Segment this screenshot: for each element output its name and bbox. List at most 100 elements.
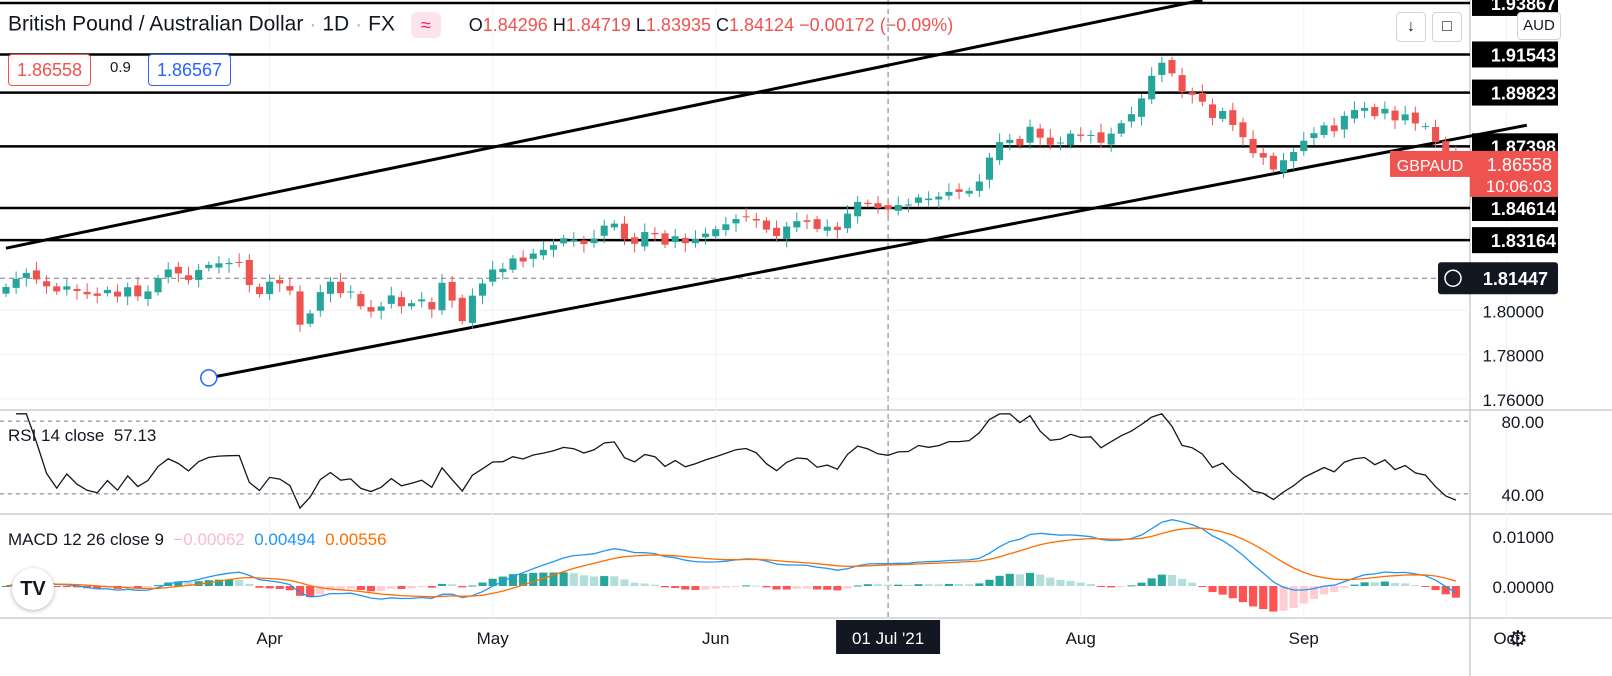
candle xyxy=(124,287,132,297)
macd-hist-bar xyxy=(1218,586,1227,595)
candle xyxy=(833,226,841,231)
macd-hist-bar xyxy=(1269,586,1278,612)
fullscreen-icon[interactable]: □ xyxy=(1432,12,1462,42)
macd-hist-bar xyxy=(965,584,974,586)
candle xyxy=(1259,153,1267,158)
macd-hist-bar xyxy=(1,586,11,587)
symbol-name[interactable]: British Pound / Australian Dollar xyxy=(8,12,304,36)
candle xyxy=(316,292,324,311)
tradingview-logo[interactable]: TV xyxy=(12,568,54,610)
candle xyxy=(631,237,639,244)
candle xyxy=(854,201,862,217)
candle xyxy=(357,294,365,307)
sell-price-button[interactable]: 1.86558 xyxy=(8,54,92,86)
macd-hist-bar xyxy=(356,586,365,590)
candle xyxy=(1127,114,1135,122)
macd-hist-bar xyxy=(1117,586,1126,587)
macd-hist-bar xyxy=(630,582,639,586)
candle xyxy=(73,288,81,291)
time-label: Aug xyxy=(1066,629,1096,648)
candle xyxy=(1300,140,1308,152)
macd-hist-bar xyxy=(995,575,1004,586)
macd-hist-bar xyxy=(590,576,599,586)
candle xyxy=(651,232,659,235)
candle xyxy=(83,291,91,295)
candle xyxy=(245,259,253,286)
macd-hist-bar xyxy=(934,584,943,586)
macd-hist-bar xyxy=(944,583,953,586)
macd-hist-bar xyxy=(792,586,801,589)
macd-hist-bar xyxy=(1056,580,1065,586)
candle xyxy=(184,275,193,280)
candle xyxy=(1442,141,1450,158)
level-label: 1.84614 xyxy=(1491,199,1556,219)
candle xyxy=(732,218,740,224)
candle xyxy=(641,232,649,247)
indicator-wave-icon[interactable]: ≈ xyxy=(410,12,441,38)
macd-hist-bar xyxy=(1147,578,1156,586)
settings-gear-icon[interactable]: ⚙ xyxy=(1508,626,1528,651)
candle xyxy=(103,289,111,294)
macd-hist-bar xyxy=(448,584,457,586)
open-value: 1.84296 xyxy=(482,14,548,35)
candle xyxy=(1046,137,1054,145)
candle xyxy=(813,219,821,229)
macd-hist-bar xyxy=(1188,582,1197,586)
macd-hist-bar xyxy=(133,586,142,589)
macd-hist-bar xyxy=(143,586,152,588)
macd-hist-bar xyxy=(1289,586,1298,608)
candle xyxy=(235,261,243,263)
candle xyxy=(499,268,507,273)
macd-hist-bar xyxy=(72,586,82,588)
currency-selector[interactable]: AUD xyxy=(1517,12,1561,40)
candle xyxy=(195,269,203,280)
macd-hist-bar xyxy=(1279,586,1288,611)
crosshair-price: 1.81447 xyxy=(1483,269,1548,289)
candle xyxy=(1350,109,1359,119)
macd-hist-bar xyxy=(650,584,659,586)
candle xyxy=(1269,155,1277,170)
macd-hist-bar xyxy=(1380,581,1389,586)
macd-hist-bar xyxy=(833,586,842,591)
download-icon[interactable]: ↓ xyxy=(1396,12,1426,42)
high-value: 1.84719 xyxy=(565,14,631,35)
candle xyxy=(914,197,923,203)
macd-hist-bar xyxy=(1340,586,1349,588)
candle xyxy=(438,282,446,311)
candle xyxy=(43,281,51,287)
macd-hist-bar xyxy=(1025,572,1035,586)
macd-hist-bar xyxy=(1238,586,1247,603)
candle xyxy=(722,224,730,231)
macd-hist-bar xyxy=(1350,584,1359,586)
macd-hist-bar xyxy=(123,586,132,588)
symbol-tag-text: GBPAUD xyxy=(1397,158,1463,175)
candle xyxy=(1239,122,1247,138)
candle xyxy=(570,239,578,241)
candle xyxy=(955,189,963,192)
rsi-value: 57.13 xyxy=(113,426,157,445)
candle xyxy=(1087,134,1095,136)
macd-hist-bar xyxy=(559,572,568,586)
macd-hist-bar xyxy=(387,586,396,589)
macd-hist-bar xyxy=(701,586,710,590)
macd-hist-bar xyxy=(802,586,812,589)
macd-hist-bar xyxy=(1015,574,1024,586)
candle xyxy=(1138,98,1146,117)
macd-value: 0.00494 xyxy=(254,530,316,549)
interval[interactable]: 1D xyxy=(322,12,350,36)
macd-hist-bar xyxy=(275,586,284,589)
price-tick: 1.78000 xyxy=(1483,347,1544,366)
macd-hist-bar xyxy=(1157,574,1166,586)
macd-legend[interactable]: MACD 12 26 close 9 −0.00062 0.00494 0.00… xyxy=(8,530,387,550)
buy-price-button[interactable]: 1.86567 xyxy=(148,54,232,86)
change-value: −0.00172 (−0.09%) xyxy=(799,14,954,35)
macd-hist-bar xyxy=(1411,585,1420,587)
candle xyxy=(1067,133,1075,146)
candle xyxy=(1036,128,1044,138)
candle xyxy=(783,226,791,239)
rsi-legend[interactable]: RSI 14 close 57.13 xyxy=(8,426,156,446)
candle xyxy=(326,281,334,294)
candle xyxy=(1208,104,1217,118)
candle xyxy=(671,236,679,243)
